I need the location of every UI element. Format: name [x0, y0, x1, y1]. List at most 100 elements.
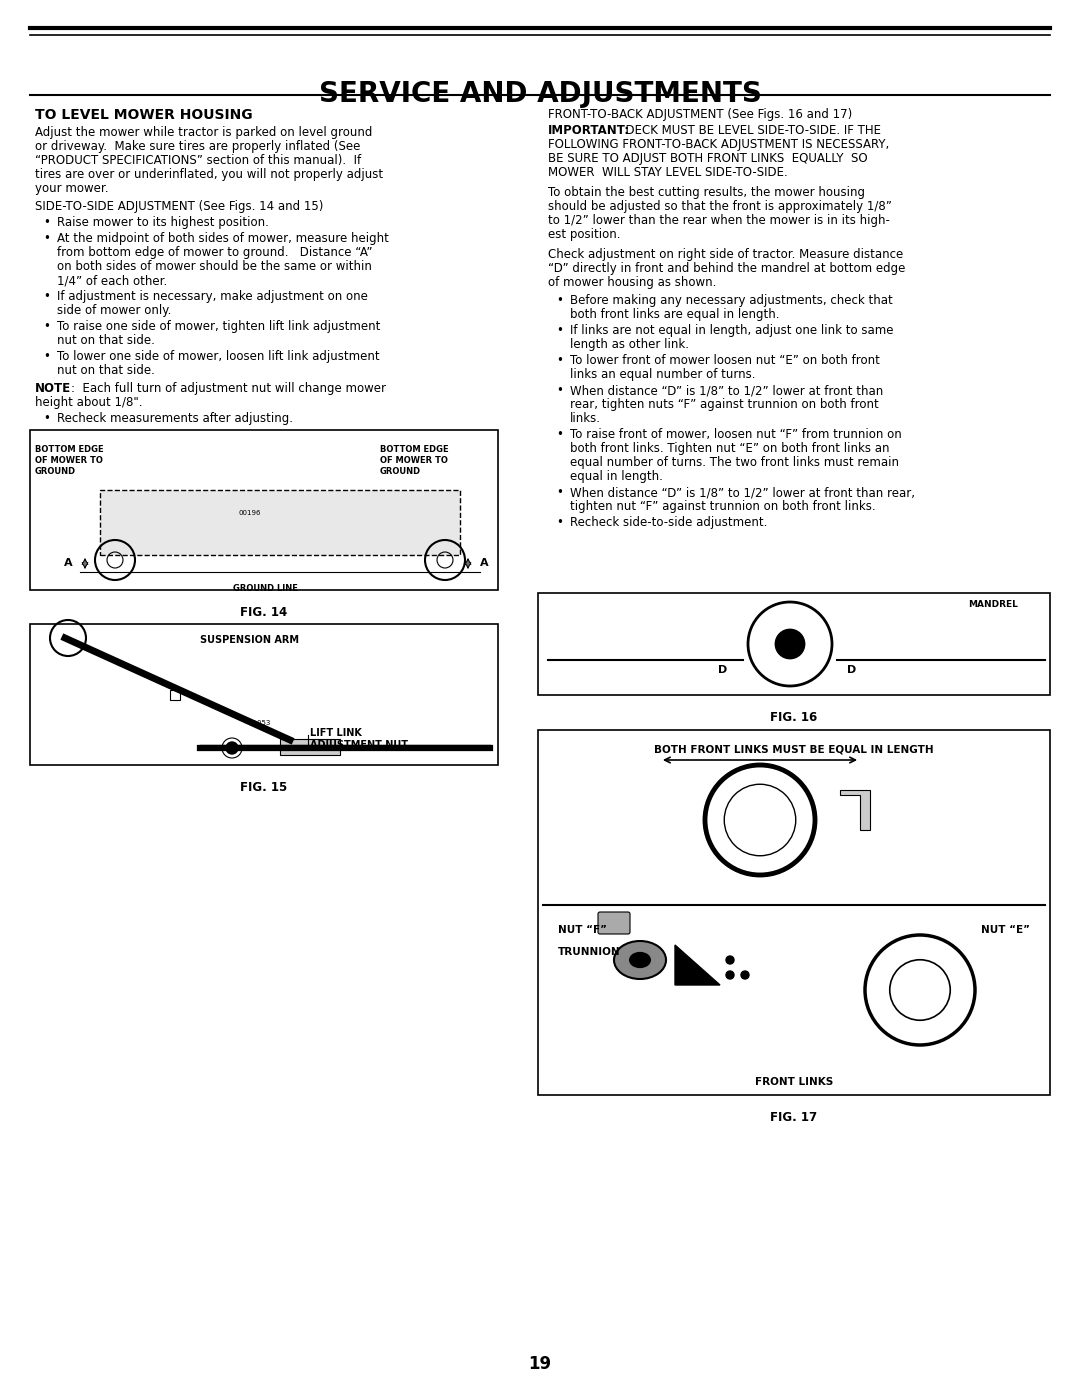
Text: A: A	[65, 559, 73, 569]
Text: 1/4” of each other.: 1/4” of each other.	[57, 274, 167, 286]
Text: When distance “D” is 1/8” to 1/2” lower at front than rear,: When distance “D” is 1/8” to 1/2” lower …	[570, 486, 915, 499]
Text: NUT “F”: NUT “F”	[558, 925, 607, 935]
Text: At the midpoint of both sides of mower, measure height: At the midpoint of both sides of mower, …	[57, 232, 389, 244]
Text: both front links are equal in length.: both front links are equal in length.	[570, 307, 780, 321]
Text: est position.: est position.	[548, 228, 621, 242]
Ellipse shape	[630, 953, 650, 968]
Text: nut on that side.: nut on that side.	[57, 365, 154, 377]
Text: FIG. 16: FIG. 16	[770, 711, 818, 724]
Text: FRONT LINKS: FRONT LINKS	[755, 1077, 833, 1087]
Circle shape	[726, 971, 734, 979]
Text: :  Each full turn of adjustment nut will change mower: : Each full turn of adjustment nut will …	[71, 381, 386, 395]
Text: NUT “E”: NUT “E”	[981, 925, 1030, 935]
Text: FIG. 17: FIG. 17	[770, 1111, 818, 1125]
Text: Recheck measurements after adjusting.: Recheck measurements after adjusting.	[57, 412, 293, 425]
Bar	[170, 690, 180, 700]
Text: •: •	[556, 427, 563, 441]
Circle shape	[226, 742, 238, 754]
Text: BOTH FRONT LINKS MUST BE EQUAL IN LENGTH: BOTH FRONT LINKS MUST BE EQUAL IN LENGTH	[654, 745, 934, 754]
Text: •: •	[556, 486, 563, 499]
Text: from bottom edge of mower to ground.   Distance “A”: from bottom edge of mower to ground. Dis…	[57, 246, 373, 258]
Polygon shape	[675, 944, 720, 985]
Text: TRUNNION: TRUNNION	[558, 947, 621, 957]
Bar	[538, 731, 1050, 1095]
Text: •: •	[556, 515, 563, 529]
Text: D: D	[718, 665, 728, 675]
Text: NOTE: NOTE	[35, 381, 71, 395]
Bar	[30, 624, 498, 766]
Text: Raise mower to its highest position.: Raise mower to its highest position.	[57, 217, 269, 229]
Polygon shape	[840, 789, 870, 830]
Text: If links are not equal in length, adjust one link to same: If links are not equal in length, adjust…	[570, 324, 893, 337]
Text: •: •	[43, 291, 50, 303]
Text: Recheck side-to-side adjustment.: Recheck side-to-side adjustment.	[570, 515, 768, 529]
Text: BOTTOM EDGE
OF MOWER TO
GROUND: BOTTOM EDGE OF MOWER TO GROUND	[35, 446, 104, 476]
Text: •: •	[556, 384, 563, 397]
Text: •: •	[556, 353, 563, 367]
Text: side of mower only.: side of mower only.	[57, 305, 172, 317]
Text: 00196: 00196	[239, 510, 261, 515]
Text: LIFT LINK
ADJUSTMENT NUT: LIFT LINK ADJUSTMENT NUT	[310, 728, 408, 750]
Text: TO LEVEL MOWER HOUSING: TO LEVEL MOWER HOUSING	[35, 108, 253, 122]
Text: FIG. 14: FIG. 14	[241, 606, 287, 619]
Text: your mower.: your mower.	[35, 182, 108, 196]
Text: To obtain the best cutting results, the mower housing: To obtain the best cutting results, the …	[548, 186, 865, 198]
Text: nut on that side.: nut on that side.	[57, 334, 154, 346]
Ellipse shape	[615, 942, 666, 979]
Circle shape	[775, 629, 805, 659]
Bar	[100, 490, 460, 555]
Text: 19: 19	[528, 1355, 552, 1373]
Text: FIG. 15: FIG. 15	[241, 781, 287, 793]
Text: rear, tighten nuts “F” against trunnion on both front: rear, tighten nuts “F” against trunnion …	[570, 398, 879, 411]
Bar	[280, 739, 340, 754]
Text: Adjust the mower while tractor is parked on level ground: Adjust the mower while tractor is parked…	[35, 126, 373, 138]
Text: •: •	[556, 293, 563, 307]
Text: To raise one side of mower, tighten lift link adjustment: To raise one side of mower, tighten lift…	[57, 320, 380, 332]
Text: •: •	[43, 320, 50, 332]
Text: GROUND LINE: GROUND LINE	[232, 584, 297, 592]
Bar	[538, 592, 1050, 694]
Text: DECK MUST BE LEVEL SIDE-TO-SIDE. IF THE: DECK MUST BE LEVEL SIDE-TO-SIDE. IF THE	[618, 124, 881, 137]
Text: IMPORTANT:: IMPORTANT:	[548, 124, 630, 137]
Text: or driveway.  Make sure tires are properly inflated (See: or driveway. Make sure tires are properl…	[35, 140, 361, 154]
Text: should be adjusted so that the front is approximately 1/8”: should be adjusted so that the front is …	[548, 200, 892, 212]
Text: FRONT-TO-BACK ADJUSTMENT (See Figs. 16 and 17): FRONT-TO-BACK ADJUSTMENT (See Figs. 16 a…	[548, 108, 852, 122]
Circle shape	[726, 956, 734, 964]
Text: To raise front of mower, loosen nut “F” from trunnion on: To raise front of mower, loosen nut “F” …	[570, 427, 902, 441]
Bar	[30, 430, 498, 590]
Text: •: •	[556, 324, 563, 337]
Text: height about 1/8".: height about 1/8".	[35, 395, 143, 409]
Text: •: •	[43, 232, 50, 244]
Text: tighten nut “F” against trunnion on both front links.: tighten nut “F” against trunnion on both…	[570, 500, 876, 513]
Text: SIDE-TO-SIDE ADJUSTMENT (See Figs. 14 and 15): SIDE-TO-SIDE ADJUSTMENT (See Figs. 14 an…	[35, 200, 323, 212]
Text: To lower one side of mower, loosen lift link adjustment: To lower one side of mower, loosen lift …	[57, 351, 380, 363]
Text: If adjustment is necessary, make adjustment on one: If adjustment is necessary, make adjustm…	[57, 291, 368, 303]
Text: of mower housing as shown.: of mower housing as shown.	[548, 277, 716, 289]
Text: To lower front of mower loosen nut “E” on both front: To lower front of mower loosen nut “E” o…	[570, 353, 880, 367]
Circle shape	[741, 971, 750, 979]
Text: on both sides of mower should be the same or within: on both sides of mower should be the sam…	[57, 260, 372, 272]
Text: both front links. Tighten nut “E” on both front links an: both front links. Tighten nut “E” on bot…	[570, 441, 890, 455]
Text: •: •	[43, 217, 50, 229]
Text: “D” directly in front and behind the mandrel at bottom edge: “D” directly in front and behind the man…	[548, 263, 905, 275]
Text: links.: links.	[570, 412, 600, 425]
Text: links an equal number of turns.: links an equal number of turns.	[570, 367, 756, 381]
Text: FOLLOWING FRONT-TO-BACK ADJUSTMENT IS NECESSARY,: FOLLOWING FRONT-TO-BACK ADJUSTMENT IS NE…	[548, 138, 889, 151]
Text: tires are over or underinflated, you will not properly adjust: tires are over or underinflated, you wil…	[35, 168, 383, 182]
Text: BOTTOM EDGE
OF MOWER TO
GROUND: BOTTOM EDGE OF MOWER TO GROUND	[380, 446, 448, 476]
Text: When distance “D” is 1/8” to 1/2” lower at front than: When distance “D” is 1/8” to 1/2” lower …	[570, 384, 883, 397]
Text: MANDREL: MANDREL	[968, 599, 1018, 609]
Text: 61053: 61053	[248, 719, 271, 726]
FancyBboxPatch shape	[598, 912, 630, 935]
Text: Check adjustment on right side of tractor. Measure distance: Check adjustment on right side of tracto…	[548, 249, 903, 261]
Text: equal in length.: equal in length.	[570, 469, 663, 483]
Text: SERVICE AND ADJUSTMENTS: SERVICE AND ADJUSTMENTS	[319, 80, 761, 108]
Text: SUSPENSION ARM: SUSPENSION ARM	[200, 636, 299, 645]
Text: MOWER  WILL STAY LEVEL SIDE-TO-SIDE.: MOWER WILL STAY LEVEL SIDE-TO-SIDE.	[548, 166, 787, 179]
Text: to 1/2” lower than the rear when the mower is in its high-: to 1/2” lower than the rear when the mow…	[548, 214, 890, 226]
Text: D: D	[848, 665, 856, 675]
Text: Before making any necessary adjustments, check that: Before making any necessary adjustments,…	[570, 293, 893, 307]
Text: length as other link.: length as other link.	[570, 338, 689, 351]
Text: “PRODUCT SPECIFICATIONS” section of this manual).  If: “PRODUCT SPECIFICATIONS” section of this…	[35, 154, 361, 168]
Text: •: •	[43, 412, 50, 425]
